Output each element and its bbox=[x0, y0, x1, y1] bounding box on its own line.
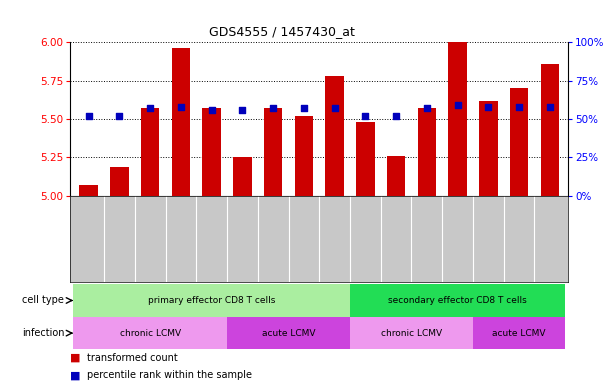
Text: primary effector CD8 T cells: primary effector CD8 T cells bbox=[148, 296, 276, 305]
Text: chronic LCMV: chronic LCMV bbox=[381, 329, 442, 338]
Bar bbox=[73, 317, 227, 349]
Point bbox=[330, 105, 340, 111]
Text: cell type: cell type bbox=[22, 295, 64, 306]
Point bbox=[176, 104, 186, 110]
Point bbox=[84, 113, 93, 119]
Bar bbox=[356, 122, 375, 196]
Point bbox=[483, 104, 493, 110]
Bar bbox=[387, 156, 405, 196]
Point bbox=[422, 105, 432, 111]
Bar bbox=[510, 88, 529, 196]
Point bbox=[360, 113, 370, 119]
Bar bbox=[73, 284, 350, 317]
Point bbox=[268, 105, 278, 111]
Bar bbox=[473, 317, 565, 349]
Bar bbox=[202, 108, 221, 196]
Point bbox=[299, 105, 309, 111]
Bar bbox=[110, 167, 129, 196]
Bar bbox=[79, 185, 98, 196]
Point bbox=[114, 113, 124, 119]
Text: acute LCMV: acute LCMV bbox=[262, 329, 315, 338]
Bar bbox=[350, 317, 473, 349]
Point bbox=[145, 105, 155, 111]
Bar bbox=[350, 284, 565, 317]
Bar bbox=[227, 317, 350, 349]
Bar bbox=[264, 108, 282, 196]
Point bbox=[391, 113, 401, 119]
Text: chronic LCMV: chronic LCMV bbox=[120, 329, 181, 338]
Bar bbox=[295, 116, 313, 196]
Bar bbox=[141, 108, 159, 196]
Bar bbox=[448, 42, 467, 196]
Bar bbox=[326, 76, 344, 196]
Text: percentile rank within the sample: percentile rank within the sample bbox=[87, 370, 252, 380]
Bar bbox=[172, 48, 190, 196]
Bar bbox=[541, 64, 559, 196]
Point bbox=[238, 107, 247, 113]
Text: transformed count: transformed count bbox=[87, 353, 178, 363]
Text: ■: ■ bbox=[70, 353, 81, 363]
Point bbox=[207, 107, 216, 113]
Bar bbox=[417, 108, 436, 196]
Text: ■: ■ bbox=[70, 370, 81, 380]
Text: secondary effector CD8 T cells: secondary effector CD8 T cells bbox=[388, 296, 527, 305]
Bar bbox=[479, 101, 497, 196]
Point bbox=[453, 102, 463, 108]
Text: acute LCMV: acute LCMV bbox=[492, 329, 546, 338]
Bar bbox=[233, 157, 252, 196]
Point bbox=[545, 104, 555, 110]
Text: GDS4555 / 1457430_at: GDS4555 / 1457430_at bbox=[210, 25, 355, 38]
Point bbox=[514, 104, 524, 110]
Text: infection: infection bbox=[21, 328, 64, 338]
